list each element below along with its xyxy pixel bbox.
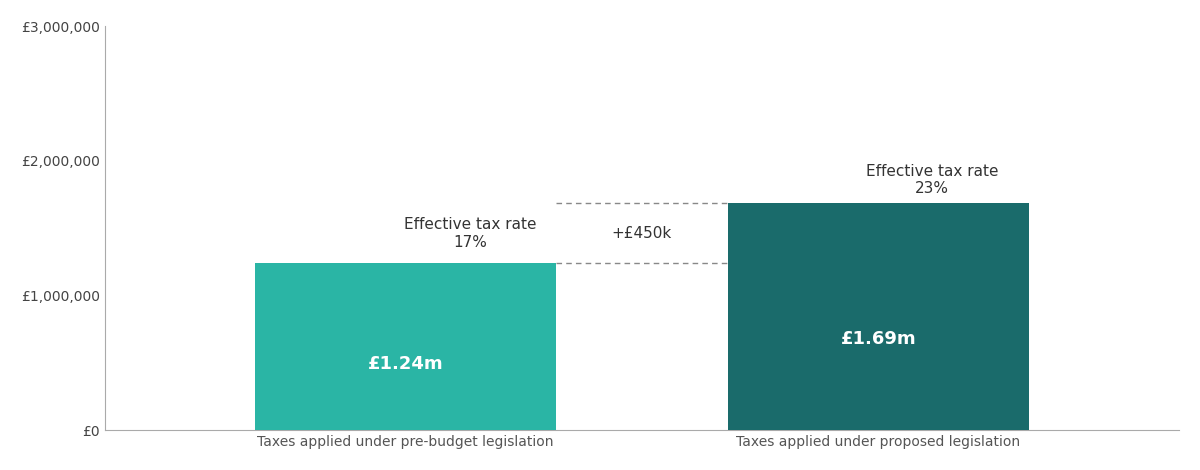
Text: Effective tax rate
17%: Effective tax rate 17% — [403, 218, 536, 250]
Text: £1.69m: £1.69m — [840, 330, 916, 348]
Bar — [256, 263, 556, 431]
Text: Effective tax rate
23%: Effective tax rate 23% — [865, 164, 998, 196]
Text: +£450k: +£450k — [612, 226, 672, 241]
Text: £1.24m: £1.24m — [367, 354, 443, 373]
Bar — [728, 203, 1028, 431]
